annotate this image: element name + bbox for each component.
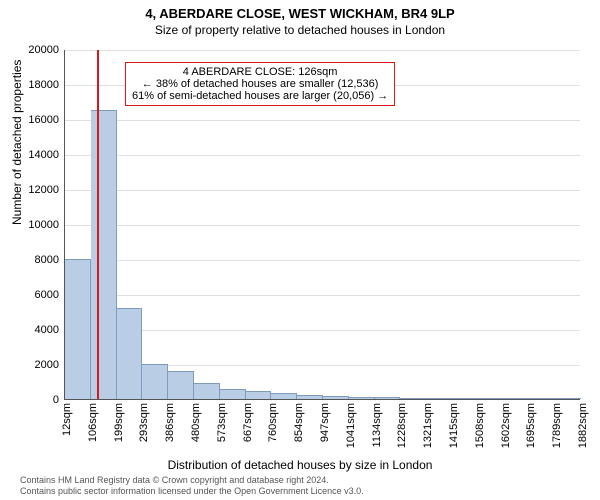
- histogram-bar: [426, 398, 452, 399]
- x-tick-label: 480sqm: [190, 403, 202, 442]
- y-tick-label: 4000: [35, 324, 59, 336]
- grid-line: [65, 225, 580, 226]
- x-tick-label: 1415sqm: [448, 403, 460, 448]
- y-tick-label: 14000: [28, 149, 59, 161]
- x-tick-label: 1789sqm: [551, 403, 563, 448]
- x-axis-label: Distribution of detached houses by size …: [0, 458, 600, 472]
- histogram-bar: [246, 391, 272, 399]
- histogram-bar: [452, 398, 478, 399]
- chart-container: 4, ABERDARE CLOSE, WEST WICKHAM, BR4 9LP…: [0, 0, 600, 500]
- histogram-bar: [400, 398, 426, 399]
- chart-title: 4, ABERDARE CLOSE, WEST WICKHAM, BR4 9LP: [0, 0, 600, 21]
- x-tick-label: 1695sqm: [525, 403, 537, 448]
- histogram-bar: [220, 389, 246, 400]
- plot-area: 0200040006000800010000120001400016000180…: [64, 50, 580, 400]
- histogram-bar: [168, 371, 194, 399]
- y-tick-label: 0: [53, 394, 59, 406]
- y-tick-label: 2000: [35, 359, 59, 371]
- x-tick-label: 199sqm: [113, 403, 125, 442]
- x-tick-label: 947sqm: [319, 403, 331, 442]
- y-tick-label: 18000: [28, 79, 59, 91]
- histogram-bar: [271, 393, 297, 399]
- grid-line: [65, 295, 580, 296]
- y-tick-label: 12000: [28, 184, 59, 196]
- x-tick-label: 1602sqm: [500, 403, 512, 448]
- y-tick-label: 20000: [28, 44, 59, 56]
- histogram-bar: [555, 398, 581, 399]
- histogram-bar: [478, 398, 504, 399]
- grid-line: [65, 50, 580, 51]
- histogram-bar: [375, 397, 401, 399]
- footer-line: Contains public sector information licen…: [20, 486, 364, 496]
- x-tick-label: 1882sqm: [577, 403, 589, 448]
- histogram-bar: [65, 259, 91, 399]
- histogram-bar: [297, 395, 323, 399]
- histogram-bar: [142, 364, 168, 399]
- grid-line: [65, 260, 580, 261]
- x-tick-label: 106sqm: [87, 403, 99, 442]
- x-tick-label: 1134sqm: [371, 403, 383, 447]
- y-axis-label: Number of detached properties: [10, 60, 24, 225]
- x-tick-label: 12sqm: [61, 403, 73, 436]
- y-tick-label: 10000: [28, 219, 59, 231]
- x-tick-label: 667sqm: [242, 403, 254, 442]
- x-tick-label: 760sqm: [267, 403, 279, 442]
- grid-line: [65, 120, 580, 121]
- footer-line: Contains HM Land Registry data © Crown c…: [20, 475, 364, 485]
- x-tick-label: 386sqm: [164, 403, 176, 442]
- histogram-bar: [529, 398, 555, 399]
- x-tick-label: 1508sqm: [474, 403, 486, 448]
- callout-line: ← 38% of detached houses are smaller (12…: [132, 78, 388, 90]
- callout-line: 61% of semi-detached houses are larger (…: [132, 90, 388, 102]
- x-tick-label: 1228sqm: [396, 403, 408, 448]
- attribution-footer: Contains HM Land Registry data © Crown c…: [20, 475, 364, 496]
- x-tick-label: 293sqm: [138, 403, 150, 442]
- chart-subtitle: Size of property relative to detached ho…: [0, 21, 600, 37]
- histogram-bar: [323, 396, 349, 399]
- grid-line: [65, 190, 580, 191]
- y-tick-label: 16000: [28, 114, 59, 126]
- y-tick-label: 6000: [35, 289, 59, 301]
- x-tick-label: 573sqm: [216, 403, 228, 442]
- histogram-bar: [349, 397, 375, 399]
- property-marker-line: [97, 50, 99, 399]
- histogram-bar: [504, 398, 530, 399]
- x-tick-label: 1321sqm: [422, 403, 434, 448]
- callout-line: 4 ABERDARE CLOSE: 126sqm: [132, 66, 388, 78]
- histogram-bar: [91, 110, 117, 399]
- x-tick-label: 1041sqm: [345, 403, 357, 448]
- grid-line: [65, 155, 580, 156]
- property-callout: 4 ABERDARE CLOSE: 126sqm← 38% of detache…: [125, 62, 395, 106]
- y-tick-label: 8000: [35, 254, 59, 266]
- histogram-bar: [117, 308, 143, 399]
- histogram-bar: [194, 383, 220, 399]
- x-tick-label: 854sqm: [293, 403, 305, 442]
